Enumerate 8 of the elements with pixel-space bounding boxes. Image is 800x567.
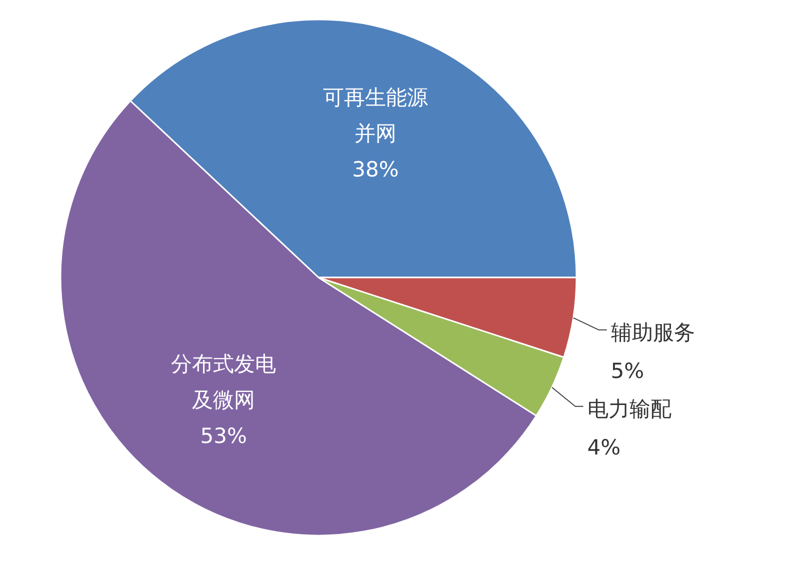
data-label: 5% bbox=[610, 359, 644, 384]
slice-label: 分布式发电及微网 bbox=[171, 352, 276, 412]
data-label: 53% bbox=[200, 424, 247, 448]
slice-label: 电力输配 bbox=[587, 397, 672, 422]
data-label: 4% bbox=[587, 436, 621, 460]
data-label: 38% bbox=[352, 158, 399, 182]
slice-label: 辅助服务 bbox=[610, 320, 695, 345]
slice-label: 可再生能源并网 bbox=[322, 86, 428, 146]
